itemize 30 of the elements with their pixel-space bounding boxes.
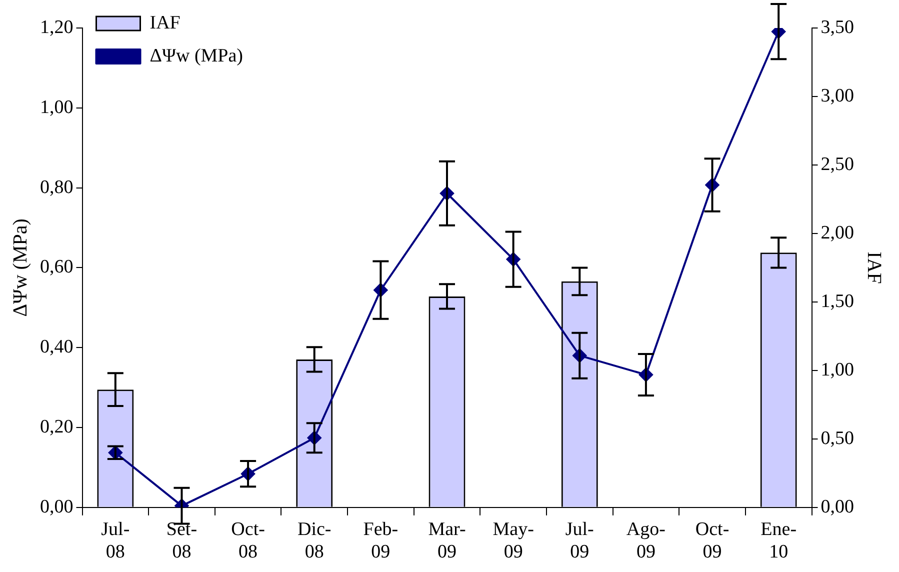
y-tick-label: 0,00	[40, 496, 74, 518]
y-tick-label: 0,20	[40, 416, 74, 438]
y2-tick-label: 2,00	[820, 222, 854, 244]
y-tick-label: 0,40	[40, 336, 74, 358]
y2-axis-title: IAF	[862, 252, 885, 284]
y2-tick-label: 3,00	[820, 85, 854, 106]
x-tick-label: Jul-08	[101, 518, 130, 563]
y2-tick-label: 1,00	[820, 359, 854, 380]
y2-tick-label: 3,50	[820, 16, 854, 38]
x-tick-label: Ene-10	[760, 518, 797, 563]
y-tick-label: 1,20	[40, 16, 74, 38]
y-tick-label: 0,60	[40, 256, 74, 278]
y2-tick-label: 0,00	[820, 496, 854, 518]
y2-tick-label: 2,50	[820, 154, 854, 175]
x-tick-label: Feb-09	[363, 518, 398, 563]
y-axis-title: ΔΨw (MPa)	[9, 218, 32, 317]
y-tick-label: 0,80	[40, 176, 74, 198]
x-tick-label: Oct-09	[695, 518, 730, 563]
x-tick-label: Ago-09	[626, 518, 666, 563]
x-tick-label: Jul-09	[565, 518, 594, 563]
x-tick-label: May-09	[492, 518, 534, 563]
y-tick-label: 1,00	[40, 96, 74, 118]
x-tick-label: Oct-08	[231, 518, 265, 563]
x-tick-label: Mar-09	[428, 518, 466, 563]
y2-tick-label: 1,50	[820, 290, 854, 312]
x-tick-label: Set-08	[166, 518, 198, 563]
y2-tick-label: 0,50	[820, 428, 854, 449]
x-tick-label: Dic-08	[297, 518, 332, 563]
legend-label: ΔΨw (MPa)	[150, 45, 244, 66]
legend-label: IAF	[150, 12, 180, 34]
